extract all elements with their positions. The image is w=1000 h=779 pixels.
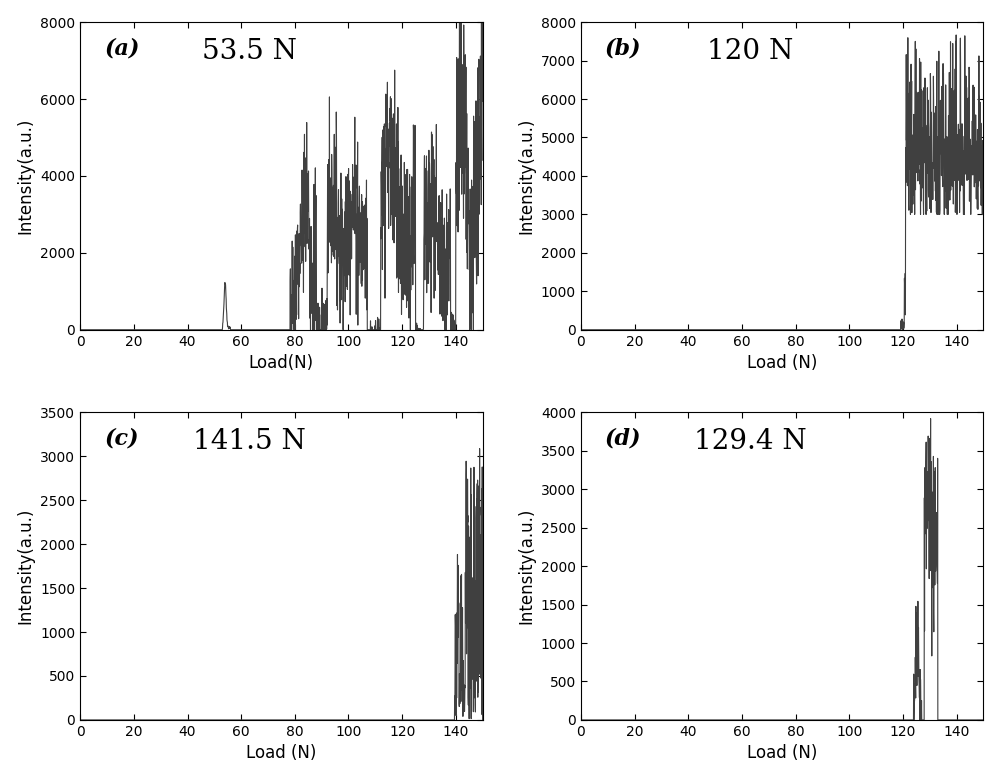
Y-axis label: Intensity(a.u.): Intensity(a.u.) xyxy=(517,508,535,624)
Text: (d): (d) xyxy=(605,428,642,449)
Text: 53.5 N: 53.5 N xyxy=(202,37,297,65)
Text: (c): (c) xyxy=(104,428,139,449)
Y-axis label: Intensity(a.u.): Intensity(a.u.) xyxy=(517,118,535,234)
Text: 129.4 N: 129.4 N xyxy=(694,428,806,455)
Y-axis label: Intensity(a.u.): Intensity(a.u.) xyxy=(17,508,35,624)
X-axis label: Load(N): Load(N) xyxy=(249,354,314,372)
Y-axis label: Intensity(a.u.): Intensity(a.u.) xyxy=(17,118,35,234)
Text: 120 N: 120 N xyxy=(707,37,793,65)
X-axis label: Load (N): Load (N) xyxy=(747,744,817,763)
X-axis label: Load (N): Load (N) xyxy=(246,744,317,763)
Text: 141.5 N: 141.5 N xyxy=(193,428,306,455)
Text: (b): (b) xyxy=(605,37,642,59)
Text: (a): (a) xyxy=(104,37,140,59)
X-axis label: Load (N): Load (N) xyxy=(747,354,817,372)
